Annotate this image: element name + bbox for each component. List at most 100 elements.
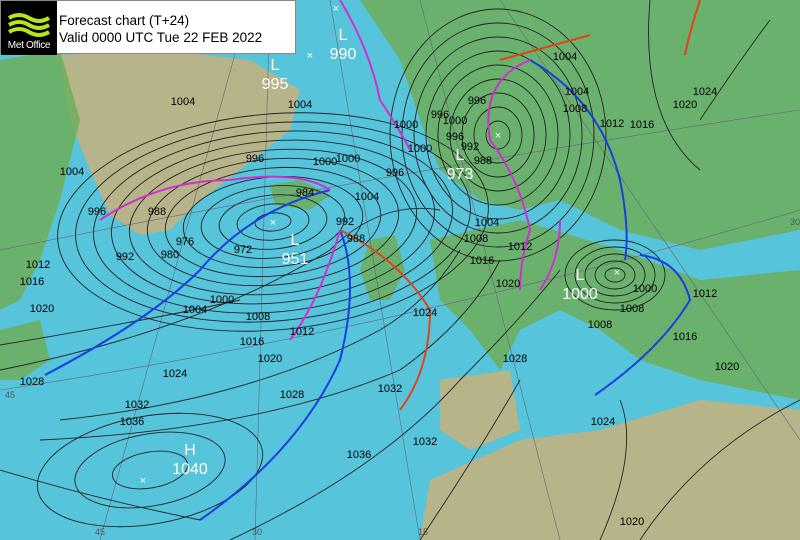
isobar-label: 1028: [280, 389, 304, 401]
isobar-label: 1008: [620, 303, 644, 315]
pressure-center-marker: ×: [270, 217, 276, 229]
isobar: [604, 267, 626, 283]
land-scandinavia-russia: [360, 0, 800, 250]
valid-time: Valid 0000 UTC Tue 22 FEB 2022: [59, 30, 263, 45]
isobar-label: 1012: [26, 259, 50, 271]
isobar: [200, 185, 346, 259]
pressure-center-type: L: [271, 57, 280, 74]
land-greenland: [60, 50, 300, 235]
grid-label: 30: [252, 527, 262, 537]
land-north-africa: [420, 400, 800, 540]
isobar: [74, 431, 226, 509]
occluded-front: [289, 229, 341, 341]
isobar: [59, 249, 461, 421]
isobar: [425, 50, 571, 220]
isobar: [389, 8, 607, 262]
isobar-label: 1004: [183, 304, 207, 316]
isobar-label: 1032: [378, 383, 402, 395]
isobar: [437, 64, 559, 206]
logo-waves-icon: [7, 13, 51, 37]
isobar: [111, 450, 189, 490]
grid-label: 45: [95, 527, 105, 537]
isobar: [461, 92, 535, 178]
isobar: [599, 399, 628, 540]
land-iberia: [440, 370, 520, 450]
isobar-label: 988: [347, 233, 365, 245]
grid-line: [329, 0, 421, 540]
isobar-label: 1004: [475, 217, 499, 229]
isobar-label: 996: [431, 109, 449, 121]
pressure-center-marker: ×: [307, 50, 313, 62]
isobar-label: 988: [474, 155, 492, 167]
isobar-label: 1004: [355, 191, 379, 203]
isobar: [584, 253, 646, 297]
isobar: [128, 148, 418, 296]
isobar-label: 972: [234, 244, 252, 256]
isobar: [574, 246, 656, 304]
land-british-isles: [360, 235, 405, 300]
isobar-label: 992: [336, 216, 354, 228]
pressure-center-type: L: [291, 232, 300, 249]
isobar-label: 1008: [588, 319, 612, 331]
isobar: [75, 121, 471, 323]
isobar-label: 996: [246, 153, 264, 165]
isobar: [473, 106, 523, 164]
isobar-label: 1028: [503, 353, 527, 365]
pressure-center-type: L: [456, 147, 465, 164]
grid-line: [0, 209, 800, 391]
isobar-label: 1016: [630, 119, 654, 131]
pressure-center-type: L: [339, 27, 348, 44]
grid-line: [254, 0, 271, 540]
grid-label: 30: [790, 217, 800, 227]
isobar: [485, 120, 511, 150]
isobar: [229, 269, 561, 540]
isobar-label: 992: [461, 141, 479, 153]
isobar-label: 1036: [120, 416, 144, 428]
isobar-label: 1012: [600, 118, 624, 130]
chart-header: Met Office Forecast chart (T+24) Valid 0…: [0, 0, 296, 55]
pressure-center-value: 1040: [172, 461, 208, 478]
isobar: [218, 194, 328, 250]
cold-front: [199, 229, 351, 521]
isobar: [0, 469, 201, 521]
isobar: [164, 166, 382, 278]
occluded-front: [99, 175, 331, 221]
isobar-label: 1032: [125, 399, 149, 411]
isobar-label: 1004: [565, 86, 589, 98]
isobar-label: 1024: [591, 416, 615, 428]
pressure-center-marker: ×: [614, 267, 620, 279]
isobar-labels: 1004 100410009961004100099698410001004996…: [20, 51, 739, 528]
isobar-label: 1016: [20, 276, 44, 288]
isobar: [39, 259, 501, 441]
isobar: [699, 19, 771, 121]
isobar-label: 996: [468, 95, 486, 107]
occluded-front: [539, 219, 561, 291]
isobar-label: 1020: [30, 303, 54, 315]
isobar-label: 1024: [413, 307, 437, 319]
isobar-label: 1000: [633, 283, 657, 295]
grid-line: [99, 0, 251, 540]
land-newfoundland: [0, 320, 50, 380]
pressure-center-type: H: [184, 442, 196, 459]
isobar: [93, 130, 453, 314]
isobar-label: 996: [88, 206, 106, 218]
isobar-label: 1020: [496, 278, 520, 290]
weather-fronts: [44, 0, 701, 521]
isobar: [111, 139, 435, 305]
isobar-label: 980: [161, 249, 179, 261]
isobar-label: 1008: [563, 103, 587, 115]
grid-label: 45: [5, 390, 15, 400]
cold-front: [529, 59, 628, 261]
warm-front: [339, 229, 432, 411]
pressure-center-marker: ×: [140, 475, 146, 487]
isobar-label: 1004: [60, 166, 84, 178]
isobar-label: 1036: [347, 449, 371, 461]
isobar-label: 1004: [553, 51, 577, 63]
isobar-label: 1016: [240, 336, 264, 348]
isobar: [36, 412, 264, 528]
pressure-center-marker: ×: [333, 3, 339, 15]
met-office-logo: Met Office: [1, 1, 57, 55]
isobar-label: 1028: [20, 376, 44, 388]
